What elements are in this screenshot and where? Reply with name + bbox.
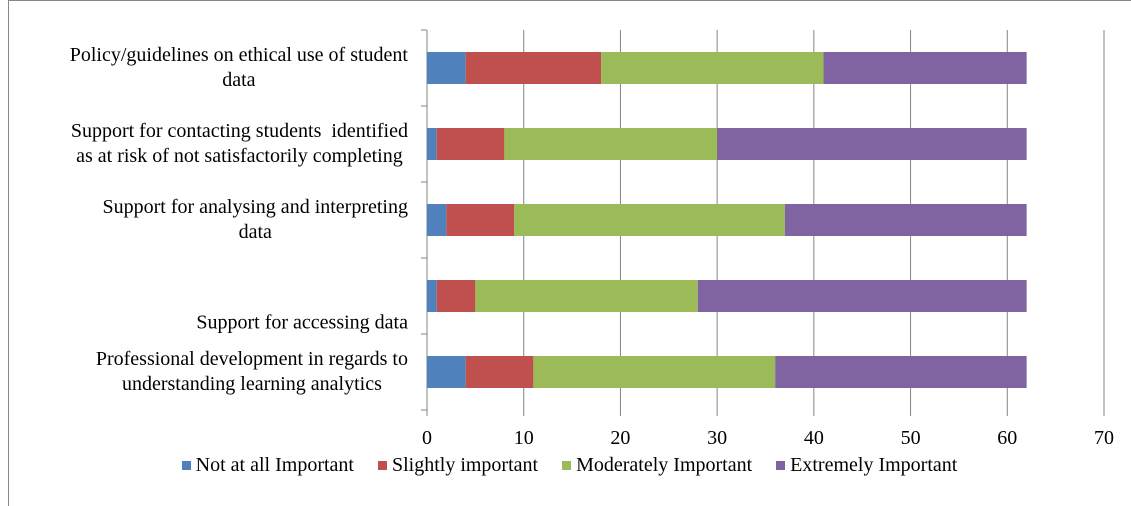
x-tick-label: 40: [804, 427, 824, 449]
legend-item: Not at all Important: [181, 454, 354, 477]
bar-segment: [427, 52, 466, 84]
bar-segment: [475, 280, 698, 312]
category-label: Support for accessing data: [196, 311, 408, 336]
legend-label: Extremely Important: [790, 454, 958, 476]
bar-segment: [514, 204, 785, 236]
x-tick-label: 0: [422, 427, 432, 449]
chart-border: [8, 0, 1131, 506]
category-label-line: Support for analysing and interpreting: [102, 196, 409, 218]
bar-segment: [436, 280, 476, 312]
bar-segment: [436, 128, 505, 160]
bar-segment: [427, 280, 437, 312]
bar-segment: [823, 52, 1027, 84]
bar-segment: [465, 356, 534, 388]
bar-segment: [784, 204, 1027, 236]
category-label-line: Professional development in regards to: [95, 348, 408, 370]
bar-segment: [601, 52, 824, 84]
category-label: Policy/guidelines on ethical use of stud…: [70, 43, 408, 93]
category-label-line: Support for accessing data: [196, 311, 408, 334]
legend-label: Moderately Important: [576, 454, 753, 476]
category-label-line: understanding learning analytics: [121, 373, 382, 395]
x-tick-label: 20: [610, 427, 630, 449]
legend-label: Slightly important: [391, 454, 539, 476]
category-label-line: as at risk of not satisfactorily complet…: [76, 145, 403, 167]
category-label-line: data: [238, 221, 272, 243]
category-label: Professional development in regards to un…: [96, 347, 408, 397]
x-tick-label: 30: [707, 427, 727, 449]
legend-label: Not at all Important: [195, 454, 354, 476]
category-label-line: Support for contacting students identifi…: [70, 120, 408, 142]
bar-segment: [427, 128, 437, 160]
bar-segment: [465, 52, 602, 84]
bar-segment: [427, 356, 466, 388]
bar-segment: [533, 356, 776, 388]
bar-segment: [775, 356, 1027, 388]
legend-swatch: [562, 461, 572, 470]
bar-segment: [504, 128, 718, 160]
legend-item: Moderately Important: [562, 454, 752, 477]
bar-segment: [427, 204, 447, 236]
category-label: Support for contacting students identifi…: [71, 119, 408, 169]
x-tick-label: 60: [997, 427, 1017, 449]
category-label-line: Policy/guidelines on ethical use of stud…: [69, 44, 408, 66]
legend-swatch: [776, 461, 786, 470]
bar-segment: [446, 204, 515, 236]
legend: Not at all Important Slightly important Mo…: [8, 454, 1131, 477]
x-tick-label: 10: [514, 427, 534, 449]
category-label-line: data: [222, 69, 256, 91]
x-tick-label: 50: [901, 427, 921, 449]
legend-item: Extremely Important: [776, 454, 957, 477]
legend-item: Slightly important: [377, 454, 539, 477]
bar-segment: [717, 128, 1027, 160]
legend-swatch: [377, 461, 387, 470]
legend-swatch: [181, 461, 191, 470]
bar-segment: [697, 280, 1027, 312]
category-label: Support for analysing and interpreting da…: [103, 195, 409, 245]
x-tick-label: 70: [1094, 427, 1114, 449]
